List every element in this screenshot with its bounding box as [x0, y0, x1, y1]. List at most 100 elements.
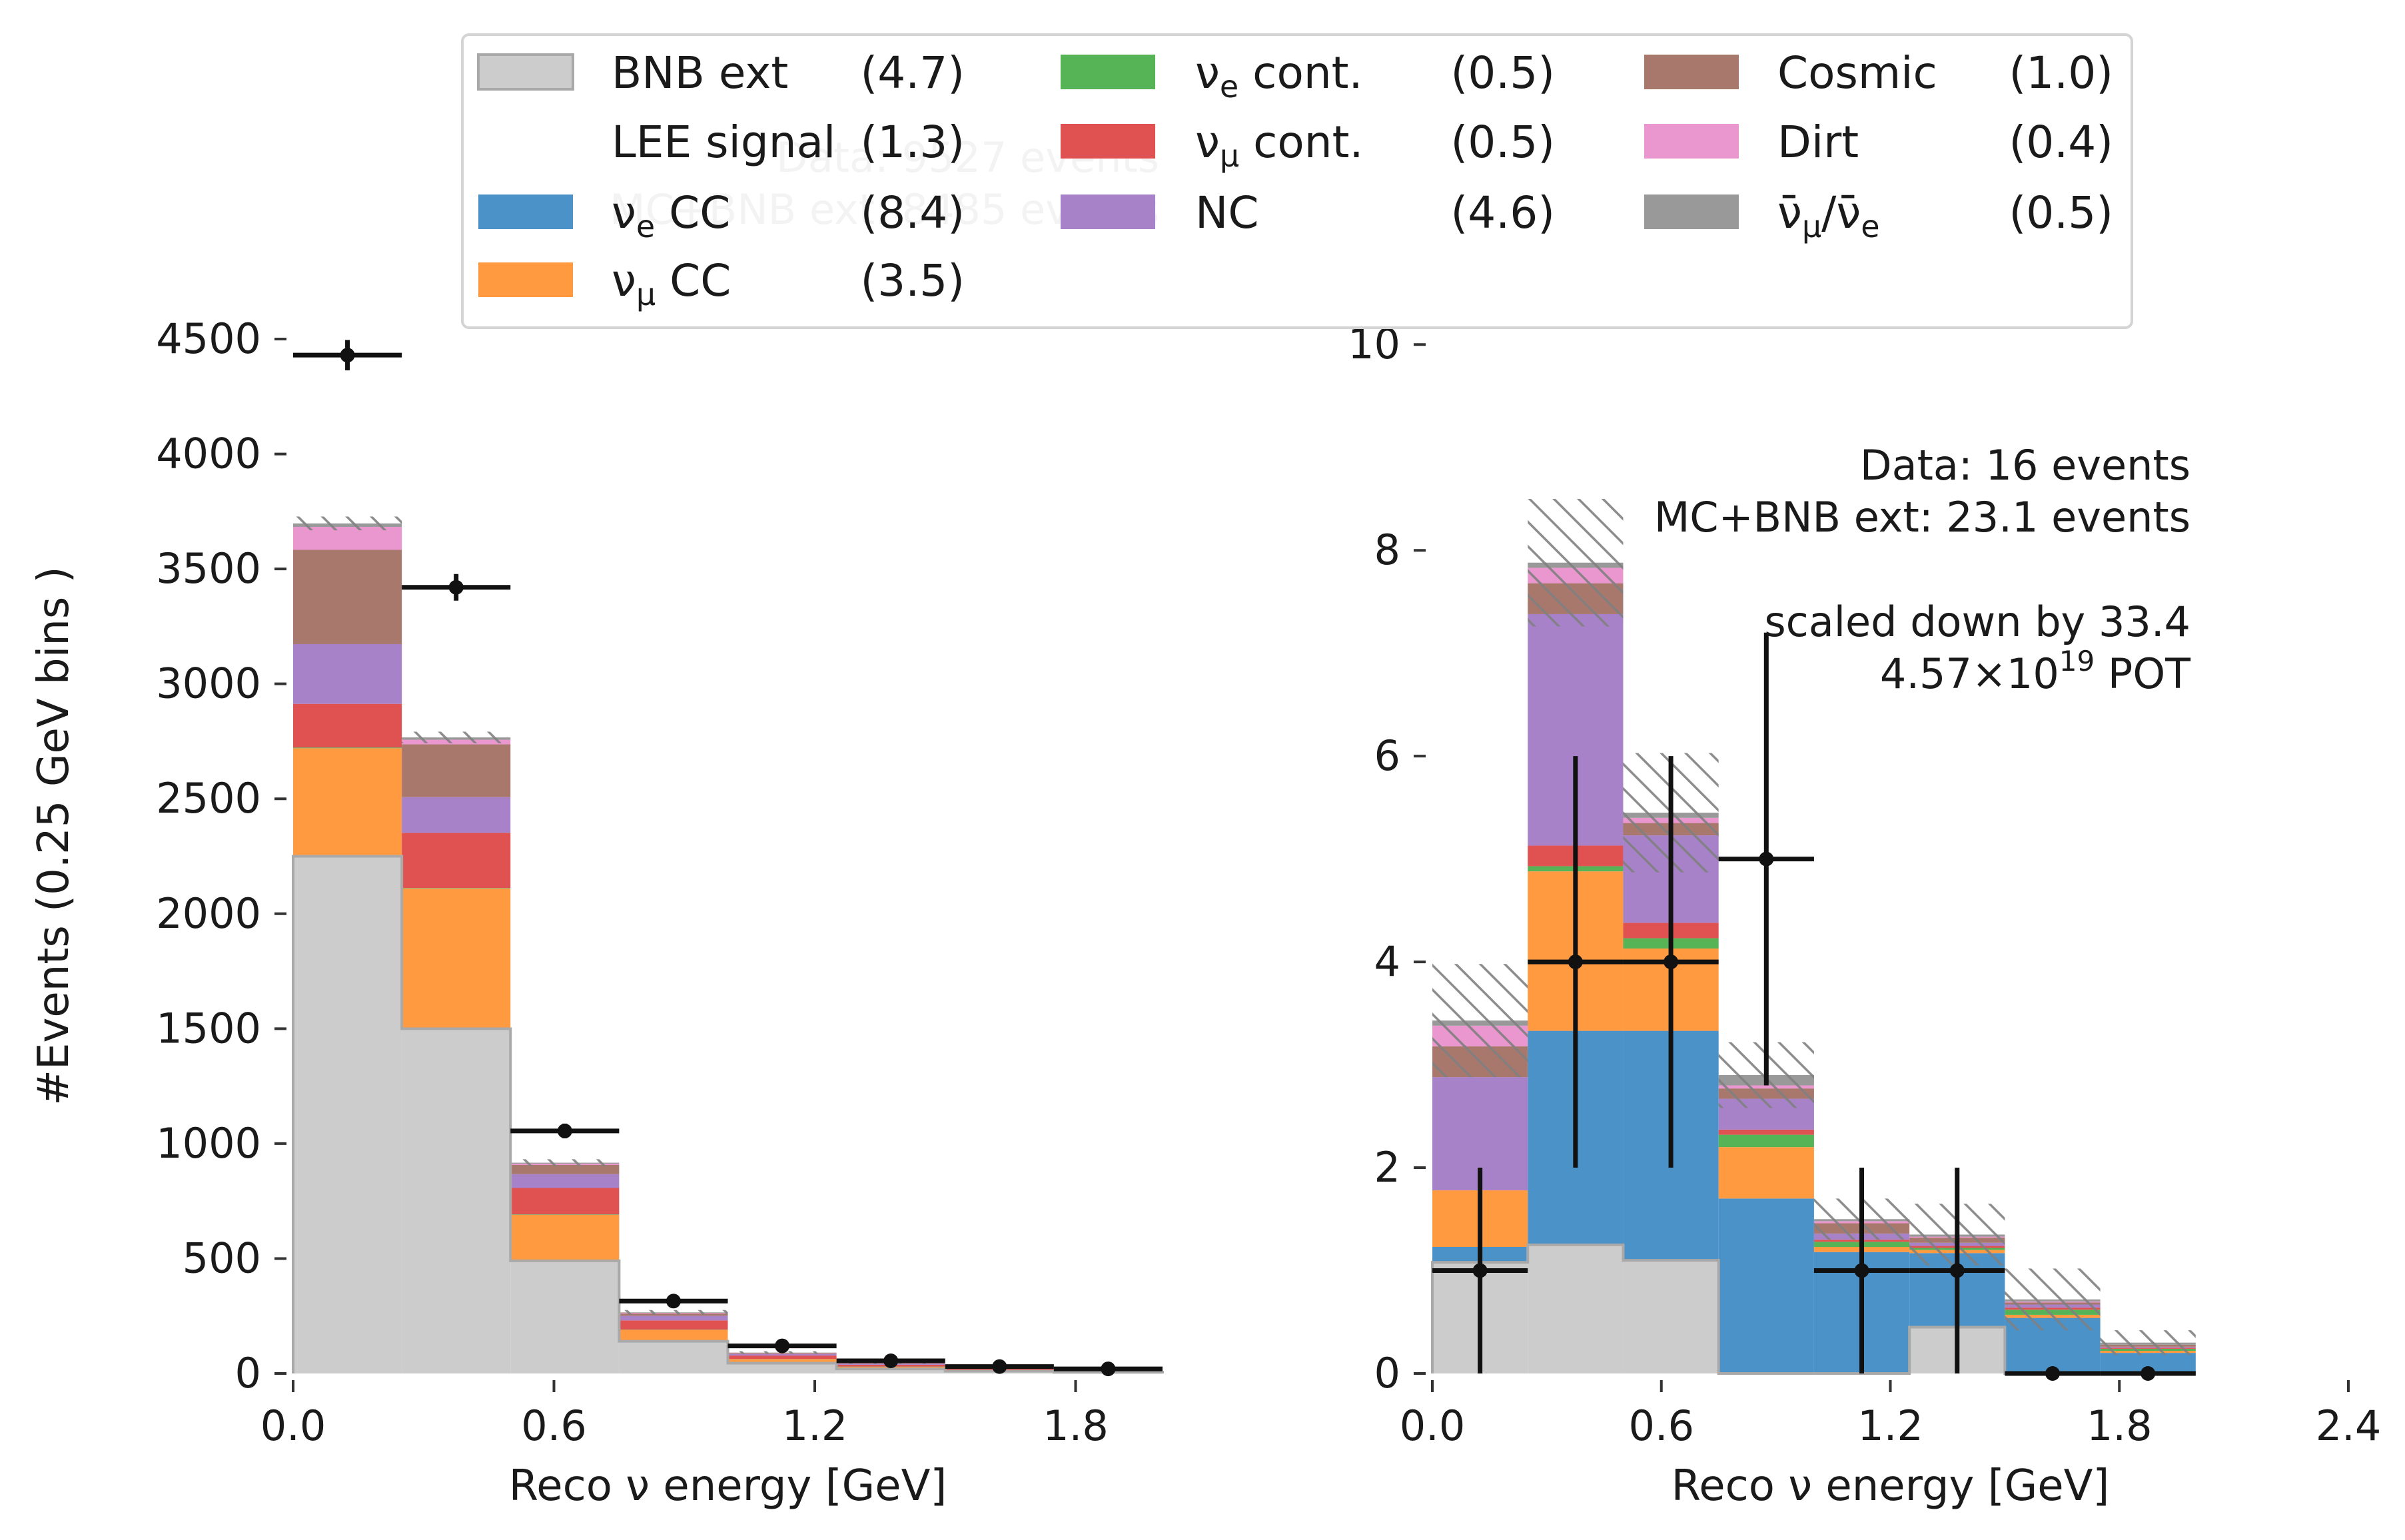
bar-bnb_ext: [727, 1363, 837, 1373]
legend-label-cosmic: Cosmic: [1777, 47, 1937, 99]
bar-bnb_ext: [402, 1028, 511, 1373]
uncertainty-band: [619, 1310, 728, 1315]
y-tick-label: 6: [1374, 731, 1400, 780]
data-point: [1101, 1361, 1116, 1377]
legend-frame: [461, 33, 2133, 329]
legend: BNB ext (4.7) LEE signal (1.3) νe CC (8.4) νμ …: [461, 33, 2133, 329]
uncertainty-band: [1432, 964, 1528, 1078]
bar-nue_cont: [1718, 1134, 1814, 1148]
x-tick-label: 0.6: [1628, 1401, 1694, 1450]
legend-label-nue_cc: νe CC: [612, 187, 730, 244]
x-tick-label: 1.8: [2087, 1401, 2153, 1450]
annotation-mc-events: MC+BNB ext: 23.1 events: [1654, 493, 2190, 542]
legend-label-nubar: ν̄μ/ν̄e: [1777, 187, 1880, 244]
bnb-ext-outline: [1431, 1243, 2196, 1375]
x-axis-label: Reco ν energy [GeV]: [509, 1461, 947, 1511]
legend-swatch-cosmic: [1644, 55, 1739, 89]
legend-value-dirt: (0.4): [2009, 117, 2113, 168]
legend-swatch-dirt: [1644, 124, 1739, 159]
data-point: [448, 579, 464, 595]
data-point: [1759, 851, 1774, 867]
data-point: [1472, 1263, 1488, 1278]
legend-value-nue_cont: (0.5): [1451, 47, 1555, 99]
bar-numu_cont: [619, 1320, 728, 1330]
bar-cosmic: [510, 1164, 620, 1174]
legend-value-numu_cont: (0.5): [1451, 117, 1555, 168]
bar-numu_cc: [293, 748, 402, 857]
data-point: [1949, 1263, 1965, 1278]
legend-value-nc: (4.6): [1451, 187, 1555, 238]
x-tick-label: 1.2: [782, 1401, 848, 1450]
bar-bnb_ext: [510, 1260, 620, 1373]
bar-numu_cont: [510, 1188, 620, 1215]
bar-bnb_ext: [293, 856, 402, 1373]
y-tick-label: 0: [235, 1349, 261, 1397]
legend-label-numu_cc: νμ CC: [612, 255, 731, 312]
y-tick-label: 4500: [156, 314, 261, 363]
bar-dirt: [293, 526, 402, 550]
legend-value-numu_cc: (3.5): [861, 255, 965, 306]
y-tick-label: 3500: [156, 544, 261, 593]
data-point: [666, 1294, 681, 1309]
x-tick-label: 1.2: [1857, 1401, 1923, 1450]
data-point: [775, 1338, 790, 1353]
legend-label-bnb_ext: BNB ext: [612, 47, 788, 99]
y-tick-label: 3000: [156, 659, 261, 708]
legend-label-dirt: Dirt: [1777, 117, 1859, 168]
y-tick-label: 500: [183, 1234, 261, 1282]
y-tick-label: 4: [1374, 937, 1400, 986]
bar-numu_cc: [510, 1214, 620, 1261]
data-point: [1854, 1263, 1869, 1278]
bar-nc: [727, 1353, 837, 1356]
uncertainty-band: [402, 731, 511, 743]
data-point: [340, 348, 355, 363]
bar-nc: [510, 1174, 620, 1188]
data-point: [992, 1359, 1007, 1374]
x-tick-label: 0.6: [521, 1401, 587, 1450]
legend-value-nue_cc: (8.4): [861, 187, 965, 238]
bar-bnb_ext: [1528, 1244, 1624, 1373]
legend-swatch-nubar: [1644, 194, 1739, 229]
legend-swatch-bnb_ext: [477, 53, 574, 91]
bar-cosmic: [619, 1313, 728, 1316]
left-panel: 0 500 1000 1500 2000 2500 3000 3500 4000 4500 0.0 0…: [29, 133, 1164, 1511]
annotation-data-events: Data: 16 events: [1860, 441, 2190, 490]
bar-numu_cc: [619, 1330, 728, 1342]
data-point: [2045, 1366, 2060, 1381]
y-tick-label: 8: [1374, 526, 1400, 574]
bar-nc: [402, 797, 511, 833]
y-axis-label: #Events (0.25 GeV bins ): [29, 566, 79, 1105]
data-point: [1664, 955, 1679, 970]
data-point: [557, 1123, 572, 1138]
uncertainty-band: [510, 1159, 620, 1166]
bar-nue_cc: [1718, 1198, 1814, 1373]
uncertainty-band: [293, 516, 402, 531]
data-point: [883, 1353, 899, 1369]
bar-bnb_ext: [619, 1341, 728, 1373]
bar-nc: [293, 643, 402, 704]
bar-cosmic: [293, 550, 402, 644]
x-tick-label: 2.4: [2316, 1401, 2382, 1450]
bar-numu_cc: [727, 1359, 837, 1363]
annotation-scaled: scaled down by 33.4: [1764, 597, 2190, 646]
bar-nue_cont: [510, 1214, 620, 1215]
bar-cosmic: [402, 744, 511, 797]
legend-value-bnb_ext: (4.7): [861, 47, 965, 99]
data-point: [2141, 1366, 2156, 1381]
x-tick-label: 0.0: [1400, 1401, 1466, 1450]
y-tick-label: 1500: [156, 1004, 261, 1052]
uncertainty-band: [2100, 1330, 2196, 1355]
x-tick-label: 1.8: [1043, 1401, 1109, 1450]
x-axis-label: Reco ν energy [GeV]: [1672, 1461, 2110, 1511]
legend-label-nue_cont: νe cont.: [1195, 47, 1363, 105]
legend-label-lee: LEE signal: [612, 117, 835, 168]
bar-nue_cont: [402, 888, 511, 889]
y-tick-label: 4000: [156, 430, 261, 478]
legend-value-nubar: (0.5): [2009, 187, 2113, 238]
bar-nc: [619, 1316, 728, 1321]
annotation-pot: 4.57×1019 POT: [1880, 645, 2191, 698]
bar-numu_cont: [402, 833, 511, 889]
bar-nue_cont: [293, 747, 402, 749]
legend-swatch-numu_cc: [478, 262, 573, 297]
